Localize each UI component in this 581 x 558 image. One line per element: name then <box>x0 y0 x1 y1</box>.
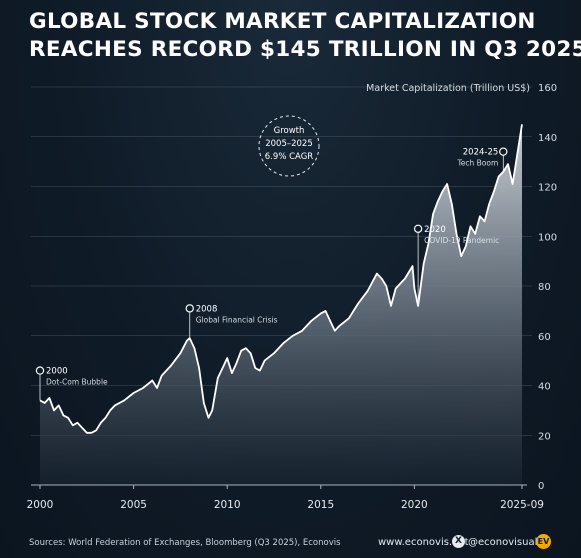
market-cap-line <box>39 124 523 434</box>
annotation-marker <box>413 224 423 233</box>
annotation-marker <box>185 304 194 313</box>
y-tick-label: 20 <box>538 431 551 442</box>
y-tick-label: 160 <box>538 83 557 94</box>
source-note: Sources: World Federation of Exchanges, … <box>29 538 341 548</box>
y-tick-label: 60 <box>538 332 551 343</box>
annotation-marker <box>35 366 45 375</box>
x-tick-label: 2025-09 <box>500 499 544 511</box>
x-tick-label: 2020 <box>401 499 428 511</box>
page-title: GLOBAL STOCK MARKET CAPITALIZATION REACH… <box>29 8 581 64</box>
social-handle[interactable]: @econovisuals <box>468 537 543 548</box>
y-tick-label: 100 <box>538 232 557 243</box>
annotation-event: Tech Boom <box>456 159 498 168</box>
annotation-event: COVID-19 Pandemic <box>424 236 499 245</box>
y-tick-label: 40 <box>538 382 551 393</box>
title-line-1: GLOBAL STOCK MARKET CAPITALIZATION <box>29 9 536 34</box>
annotation-year: 2008 <box>196 304 218 314</box>
y-tick-label: 0 <box>538 481 544 492</box>
annotation-marker <box>499 147 508 156</box>
callout-line-1: Growth <box>274 126 305 136</box>
x-tick-label: 2005 <box>120 499 147 511</box>
growth-callout: Growth 2005–2025 6.9% CAGR <box>258 115 320 177</box>
x-tick-label: 2010 <box>214 499 241 511</box>
website-link[interactable]: www.econovis.net <box>378 537 469 548</box>
annotation-event: Global Financial Crisis <box>196 315 278 324</box>
brand-logo-icon: EV <box>536 534 551 549</box>
annotation-year: 2024-25 <box>463 148 499 158</box>
title-line-2: REACHES RECORD $145 TRILLION IN Q3 2025 <box>29 37 581 62</box>
x-tick-labels: 2000 2005 2010 2015 2020 2025-09 <box>27 485 544 511</box>
y-axis-label: Market Capitalization (Trillion US$) <box>366 83 530 94</box>
y-tick-label: 80 <box>538 282 551 293</box>
y-tick-label: 140 <box>538 133 557 144</box>
market-cap-area <box>40 124 522 486</box>
x-tick-label: 2015 <box>307 499 334 511</box>
y-tick-label: 120 <box>538 183 557 194</box>
annotation-year: 2000 <box>46 367 68 377</box>
x-logo-icon: X <box>452 535 465 548</box>
callout-line-2: 2005–2025 <box>265 139 313 149</box>
y-tick-labels: 0 20 40 60 80 100 120 140 160 <box>538 83 557 492</box>
annotation-event: Dot-Com Bubble <box>46 378 108 387</box>
callout-line-3: 6.9% CAGR <box>265 152 313 162</box>
x-tick-label: 2000 <box>27 499 54 511</box>
annotation-year: 2020 <box>424 225 446 235</box>
